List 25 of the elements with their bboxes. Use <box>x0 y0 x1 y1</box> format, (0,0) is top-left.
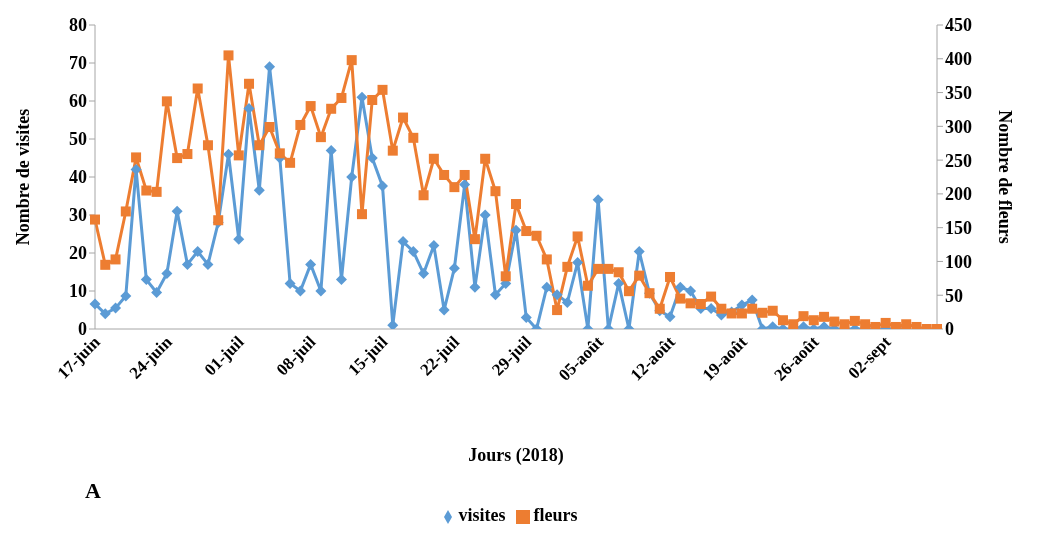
y-tick-label: 30 <box>69 205 87 226</box>
text: A <box>85 478 101 504</box>
y-tick-label: 0 <box>78 319 87 340</box>
y2-tick-label: 100 <box>945 251 972 272</box>
y-tick-label: 20 <box>69 243 87 264</box>
y2-tick-label: 200 <box>945 184 972 205</box>
legend-label: visites <box>458 505 506 525</box>
y-tick-label: 60 <box>69 91 87 112</box>
y2-tick-label: 450 <box>945 15 972 36</box>
y2-tick-label: 250 <box>945 150 972 171</box>
y2-axis-title: Nombre de fleurs <box>994 110 1015 244</box>
x-axis-title: Jours (2018) <box>468 445 564 466</box>
y2-tick-label: 400 <box>945 49 972 70</box>
y-tick-label: 50 <box>69 129 87 150</box>
y2-tick-label: 300 <box>945 116 972 137</box>
y-tick-label: 80 <box>69 15 87 36</box>
y-axis-title: Nombre de visites <box>13 108 34 246</box>
y2-tick-label: 0 <box>945 319 954 340</box>
legend-label: fleurs <box>533 505 578 525</box>
y2-tick-label: 350 <box>945 82 972 103</box>
y2-tick-label: 50 <box>945 285 963 306</box>
y-tick-label: 10 <box>69 281 87 302</box>
y-tick-label: 70 <box>69 53 87 74</box>
y2-tick-label: 150 <box>945 218 972 239</box>
y-tick-label: 40 <box>69 167 87 188</box>
